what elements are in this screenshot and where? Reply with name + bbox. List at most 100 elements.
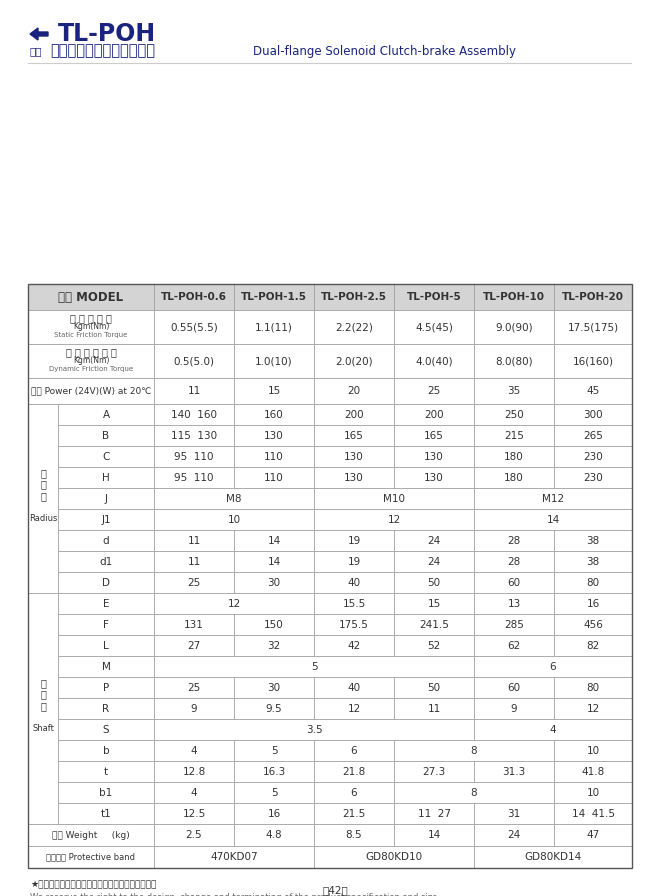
Bar (58, 404, 154, 425)
Text: R: R (102, 703, 109, 713)
Text: 19: 19 (347, 536, 360, 546)
Bar (474, 378, 554, 404)
Text: 25: 25 (187, 683, 200, 693)
Text: 12: 12 (587, 703, 600, 713)
Text: 110: 110 (264, 472, 284, 483)
Text: 20: 20 (347, 386, 360, 396)
Text: 8: 8 (471, 788, 477, 797)
Text: 16(160): 16(160) (573, 356, 614, 366)
Text: 175.5: 175.5 (339, 619, 369, 630)
Text: 21.8: 21.8 (343, 766, 366, 777)
Text: 5: 5 (271, 788, 277, 797)
Bar (154, 509, 314, 530)
Bar (394, 378, 474, 404)
Text: 52: 52 (428, 641, 441, 650)
Bar (234, 284, 314, 310)
Text: M10: M10 (383, 494, 405, 504)
Bar (314, 803, 394, 824)
Bar (234, 551, 314, 572)
Text: 8: 8 (471, 745, 477, 755)
Bar (154, 698, 234, 719)
Bar (58, 656, 154, 677)
Text: 215: 215 (504, 430, 524, 441)
Text: 8.0(80): 8.0(80) (495, 356, 533, 366)
Text: 38: 38 (587, 536, 600, 546)
Text: 31: 31 (507, 808, 521, 819)
Text: B: B (102, 430, 109, 441)
Text: 130: 130 (344, 452, 364, 461)
Bar (154, 425, 234, 446)
Text: 6: 6 (351, 745, 357, 755)
Text: 10: 10 (587, 788, 600, 797)
Text: S: S (103, 725, 109, 735)
Text: 45: 45 (587, 386, 600, 396)
Bar (154, 635, 234, 656)
Bar (58, 593, 154, 614)
Text: 19: 19 (347, 556, 360, 566)
Text: 230: 230 (583, 472, 603, 483)
Text: 150: 150 (264, 619, 284, 630)
Text: 重量 Weight     (kg): 重量 Weight (kg) (52, 831, 130, 840)
Text: 31.3: 31.3 (502, 766, 526, 777)
Bar (314, 530, 394, 551)
Text: 21.5: 21.5 (343, 808, 366, 819)
Text: d: d (103, 536, 109, 546)
Text: 62: 62 (507, 641, 521, 650)
Text: 12: 12 (347, 703, 360, 713)
Text: 動 態 摩 擦 轉 矩: 動 態 摩 擦 轉 矩 (65, 347, 117, 357)
Text: 15: 15 (428, 599, 441, 608)
Text: 9.0(90): 9.0(90) (495, 322, 533, 332)
Text: Dual-flange Solenoid Clutch-brake Assembly: Dual-flange Solenoid Clutch-brake Assemb… (253, 45, 516, 57)
Bar (314, 614, 394, 635)
Text: 16: 16 (587, 599, 600, 608)
Bar (554, 593, 632, 614)
Bar (394, 698, 474, 719)
Bar (394, 467, 474, 488)
Text: 11: 11 (187, 386, 200, 396)
Bar (154, 761, 234, 782)
Text: 27: 27 (187, 641, 200, 650)
Bar (554, 698, 632, 719)
Text: 115  130: 115 130 (171, 430, 217, 441)
Bar (58, 677, 154, 698)
Bar (154, 551, 234, 572)
Bar (394, 761, 474, 782)
Text: 12: 12 (227, 599, 241, 608)
Bar (554, 740, 632, 761)
Bar (394, 803, 474, 824)
Bar (154, 572, 234, 593)
Bar (58, 740, 154, 761)
Bar (474, 677, 554, 698)
Bar (28, 378, 154, 404)
Bar (154, 824, 234, 846)
Bar (314, 635, 394, 656)
Bar (154, 467, 234, 488)
Bar (554, 572, 632, 593)
Bar (234, 761, 314, 782)
Text: 300: 300 (583, 409, 603, 419)
Bar (58, 782, 154, 803)
Text: 470KD07: 470KD07 (210, 852, 258, 862)
Bar (28, 284, 154, 310)
Text: 靜 摩 擦 轉 矩: 靜 摩 擦 轉 矩 (70, 313, 112, 323)
Bar (314, 698, 394, 719)
Bar (474, 593, 554, 614)
Text: 165: 165 (424, 430, 444, 441)
Bar (234, 572, 314, 593)
Bar (58, 803, 154, 824)
Bar (314, 782, 394, 803)
Text: 保護罩子 Protective band: 保護罩子 Protective band (47, 852, 136, 861)
Bar (58, 761, 154, 782)
Text: 5: 5 (271, 745, 277, 755)
Bar (554, 284, 632, 310)
Text: 25: 25 (428, 386, 441, 396)
Bar (394, 404, 474, 425)
Text: 160: 160 (264, 409, 284, 419)
Text: 28: 28 (507, 556, 521, 566)
Bar (314, 425, 394, 446)
Text: 24: 24 (428, 536, 441, 546)
Text: Shaft: Shaft (32, 724, 54, 733)
Text: 6: 6 (351, 788, 357, 797)
Bar (58, 551, 154, 572)
Text: J1: J1 (101, 514, 111, 524)
